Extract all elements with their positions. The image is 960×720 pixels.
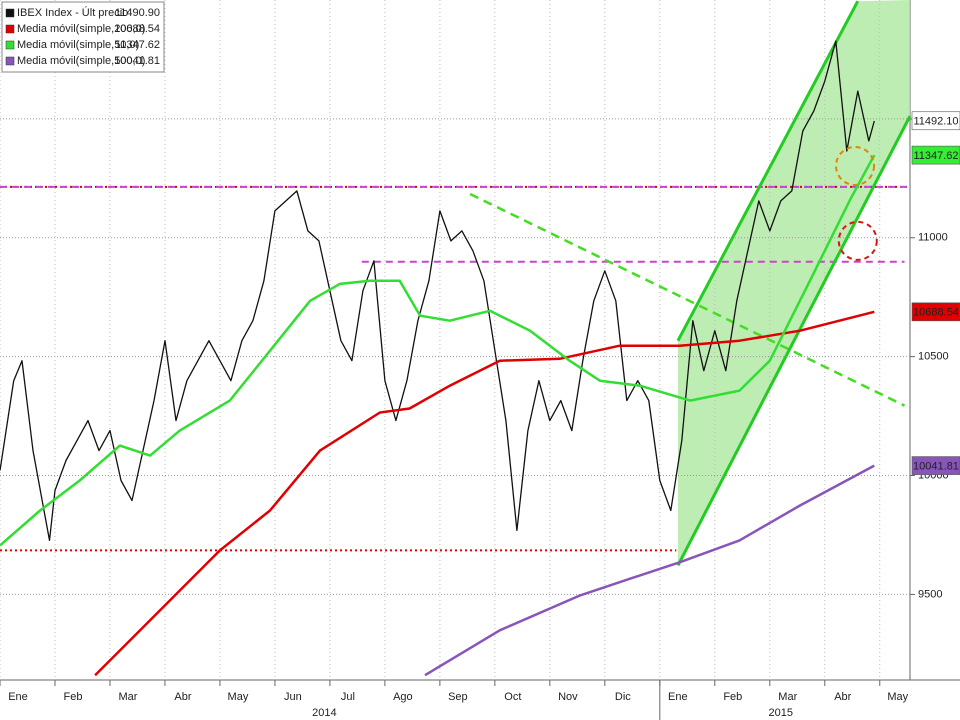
legend-value: 11347.62	[115, 39, 160, 51]
legend-label: Media móvil(simple,200,0)	[17, 23, 145, 35]
legend-value: 11490.90	[115, 7, 160, 19]
legend-swatch	[5, 40, 15, 50]
x-tick-label: Ene	[668, 691, 688, 703]
y-tick-label: 11000	[918, 232, 948, 244]
x-tick-label: Mar	[778, 691, 797, 703]
price-tag-label: 10688.54	[913, 307, 959, 319]
trend-line	[469, 192, 906, 407]
price-tag	[911, 111, 960, 131]
series-line	[94, 310, 875, 677]
legend-swatch	[5, 56, 15, 66]
x-tick-label: Jun	[284, 691, 302, 703]
legend-swatch	[5, 8, 15, 18]
legend-label: Media móvil(simple,500,0)	[17, 55, 145, 67]
channel-upper	[676, 0, 860, 342]
price-tag	[911, 456, 960, 475]
legend-box	[1, 1, 165, 73]
x-tick-label: May	[228, 691, 249, 703]
x-tick-label: Mar	[118, 691, 137, 703]
x-tick-label: Ene	[8, 691, 28, 703]
price-tag-label: 10041.81	[913, 460, 959, 472]
year-label: 2015	[769, 707, 793, 719]
channel-fill	[677, 0, 910, 566]
legend-swatch	[5, 24, 15, 34]
x-tick-label: Jul	[341, 691, 355, 703]
price-tag-label: 11492.10	[913, 116, 958, 128]
series-line	[424, 464, 875, 677]
price-tag-label: 11347.62	[913, 150, 958, 162]
x-tick-label: May	[887, 691, 908, 703]
legend-value: 10688.54	[114, 23, 160, 35]
x-tick-label: Abr	[834, 691, 851, 703]
x-tick-label: Nov	[558, 691, 578, 703]
highlight-circle	[835, 145, 876, 186]
x-tick-label: Sep	[448, 691, 468, 703]
x-tick-label: Abr	[174, 691, 191, 703]
x-tick-label: Ago	[393, 691, 413, 703]
x-tick-label: Feb	[64, 691, 83, 703]
price-tag	[911, 302, 960, 322]
x-tick-label: Dic	[615, 691, 631, 703]
legend-value: 10041.81	[114, 55, 160, 67]
price-tag	[911, 145, 960, 165]
legend-label: IBEX Index - Últ precio	[17, 6, 128, 19]
channel-lower	[676, 115, 912, 567]
year-label: 2014	[312, 707, 336, 719]
highlight-circle	[837, 220, 878, 261]
y-tick-label: 10500	[918, 351, 949, 363]
x-tick-label: Oct	[504, 691, 521, 703]
y-tick-label: 9500	[918, 588, 942, 600]
series-line	[0, 154, 876, 547]
x-tick-label: Feb	[723, 691, 742, 703]
series-line	[0, 40, 875, 542]
legend-label: Media móvil(simple,50,0)	[17, 39, 139, 51]
